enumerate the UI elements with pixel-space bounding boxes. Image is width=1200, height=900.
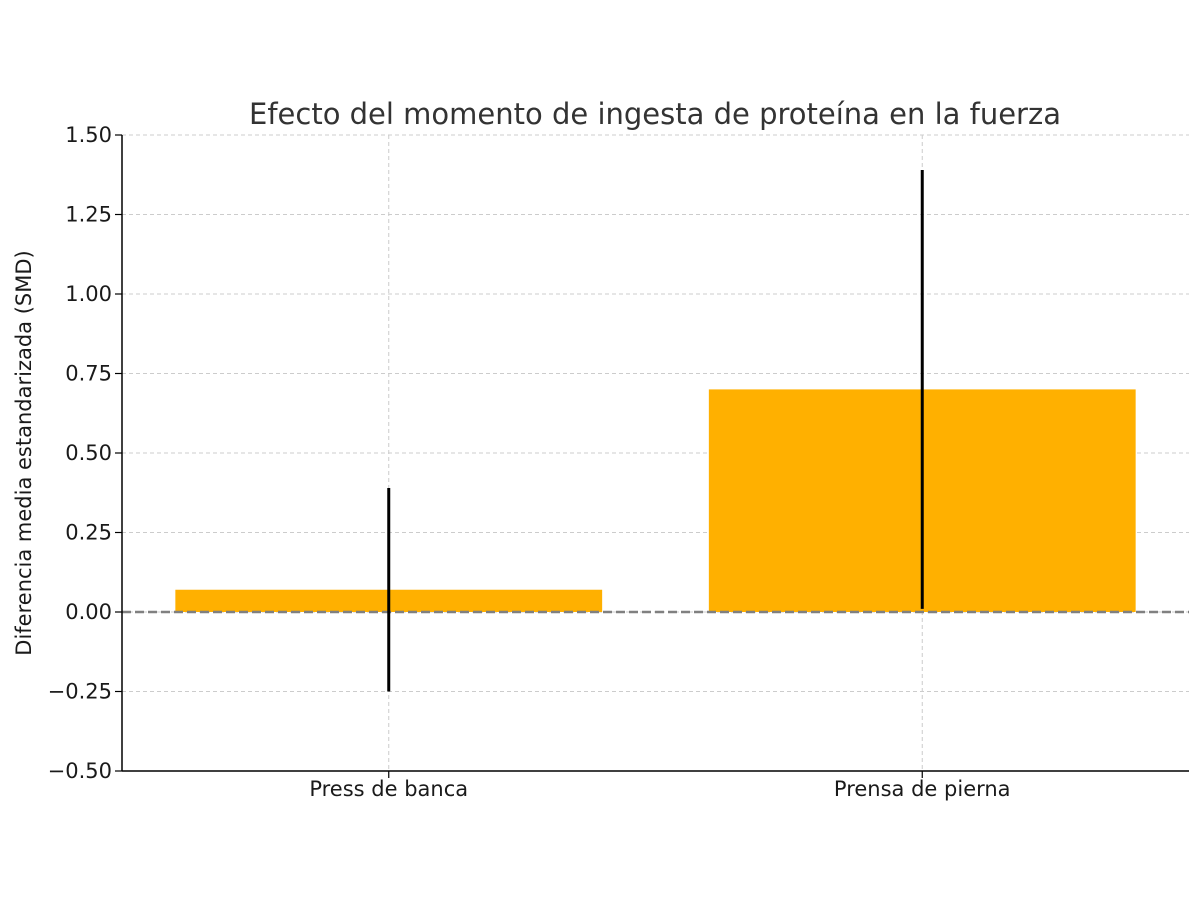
y-tick-labels: −0.50 −0.25 0.00 0.25 0.50 0.75 1.00 1.25 1.50: [48, 123, 112, 783]
y-tick-label: 1.25: [65, 203, 112, 227]
y-tick-label: 1.50: [65, 123, 112, 147]
chart-title: Efecto del momento de ingesta de proteín…: [249, 97, 1061, 131]
y-tick-label: 0.75: [65, 362, 112, 386]
y-tick-label: 0.25: [65, 521, 112, 545]
y-tick-label: 0.50: [65, 441, 112, 465]
x-tick-labels: Press de banca Prensa de pierna: [309, 777, 1010, 801]
axes: [115, 134, 1189, 778]
error-bars: [387, 169, 924, 692]
y-tick-label: −0.25: [48, 680, 112, 704]
y-tick-label: 0.00: [65, 600, 112, 624]
y-tick-label: 1.00: [65, 282, 112, 306]
x-tick-label: Prensa de pierna: [834, 777, 1011, 801]
x-tick-label: Press de banca: [309, 777, 468, 801]
y-tick-label: −0.50: [48, 759, 112, 783]
bars: [175, 389, 1136, 612]
y-axis-label: Diferencia media estandarizada (SMD): [12, 250, 36, 655]
